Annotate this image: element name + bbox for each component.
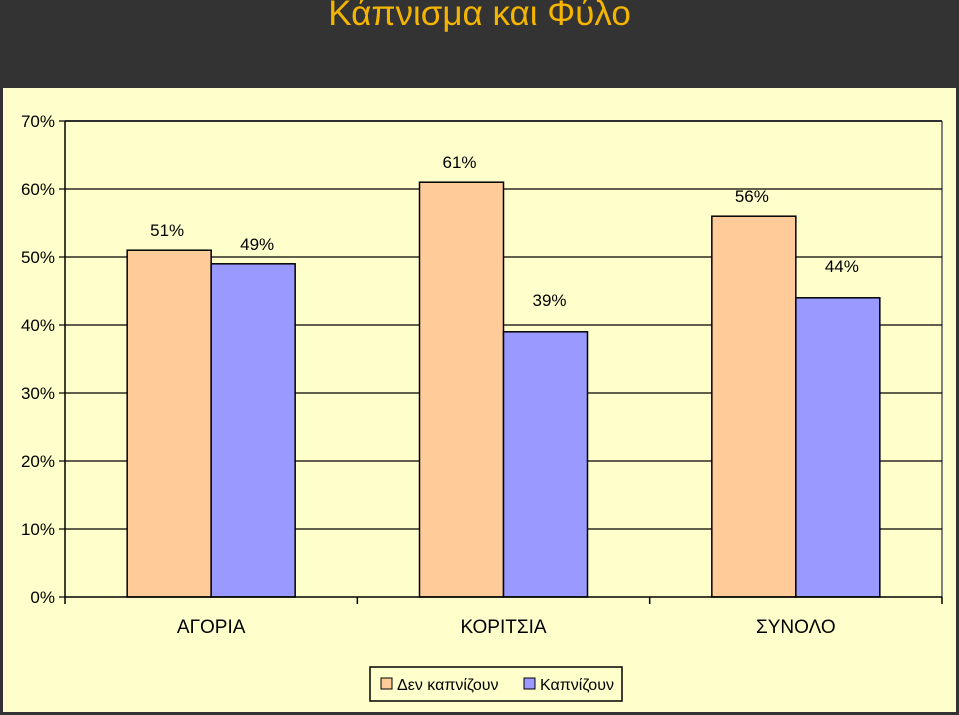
y-tick-label: 20% (21, 452, 55, 471)
legend-box (369, 666, 623, 702)
y-tick-label: 40% (21, 316, 55, 335)
data-label: 56% (735, 187, 769, 206)
y-tick-label: 50% (21, 248, 55, 267)
y-tick-label: 70% (21, 112, 55, 131)
legend: Δεν καπνίζουν Καπνίζουν (369, 666, 623, 702)
bars (126, 181, 881, 598)
axes: 0% 10% 20% 30% 40% 50% 60% 70% ΑΓΟΡΙΑ ΚΟΡΙΤΣΙΑ ΣΥΝ… (21, 112, 943, 638)
labels: 51% 49% 61% 39% 56% 44% (150, 153, 859, 310)
legend-label: Δεν καπνίζουν (397, 677, 499, 694)
data-label: 51% (150, 221, 184, 240)
x-category-label: ΣΥΝΟΛΟ (756, 617, 836, 638)
bar (418, 181, 505, 598)
y-tick-label: 30% (21, 384, 55, 403)
chart-title: Κάπνισμα και Φύλο (328, 0, 631, 33)
bar (502, 331, 589, 598)
bar (126, 249, 212, 598)
y-tick-label: 60% (21, 180, 55, 199)
legend-swatch (523, 677, 536, 690)
bar (711, 215, 797, 598)
data-label: 61% (442, 153, 476, 172)
bar (210, 263, 296, 598)
data-label: 49% (240, 235, 274, 254)
legend-label: Καπνίζουν (540, 677, 614, 694)
x-category-label: ΚΟΡΙΤΣΙΑ (460, 617, 546, 638)
data-label: 39% (532, 291, 566, 310)
y-tick-label: 0% (30, 588, 55, 607)
legend-swatch (380, 677, 393, 690)
x-category-label: ΑΓΟΡΙΑ (177, 617, 246, 638)
y-tick-label: 10% (21, 520, 55, 539)
data-label: 44% (825, 257, 859, 276)
bar (795, 297, 881, 598)
